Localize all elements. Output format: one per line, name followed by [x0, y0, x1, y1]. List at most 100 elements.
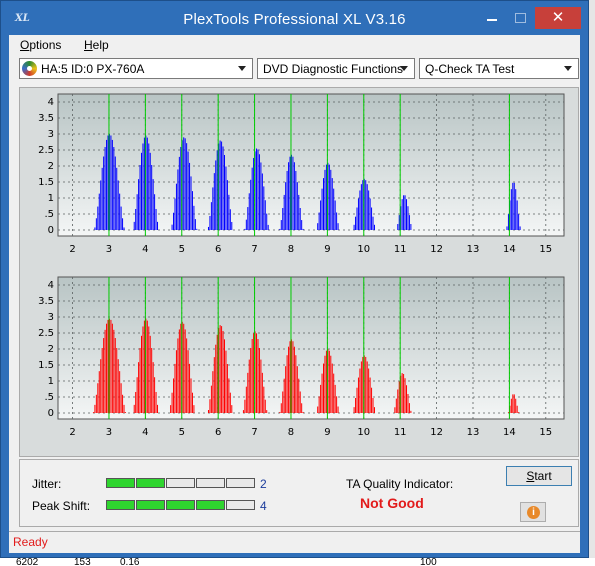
histogram-bar — [106, 139, 108, 230]
histogram-bar — [247, 372, 249, 413]
histogram-bar — [138, 179, 140, 230]
info-button[interactable]: i — [520, 502, 546, 522]
histogram-bar — [406, 199, 408, 230]
histogram-bar — [293, 346, 295, 413]
histogram-bar — [97, 206, 99, 230]
x-tick-label: 14 — [503, 427, 516, 438]
y-tick-label: 1.5 — [38, 177, 54, 188]
histogram-bar — [280, 220, 282, 230]
window-title: PlexTools Professional XL V3.16 — [183, 11, 406, 28]
histogram-bar — [140, 335, 142, 413]
histogram-bar — [184, 329, 186, 413]
y-tick-label: 2.5 — [38, 145, 54, 156]
histogram-bar — [193, 405, 195, 413]
histogram-bar — [244, 399, 246, 413]
histogram-bar — [301, 220, 303, 230]
histogram-bar — [148, 326, 150, 413]
histogram-bar — [328, 164, 330, 230]
function-select[interactable]: DVD Diagnostic Functions — [257, 58, 415, 79]
histogram-bar — [209, 399, 211, 413]
y-tick-label: 3 — [48, 312, 54, 323]
ta-quality-value: Not Good — [360, 495, 424, 511]
histogram-bar — [177, 338, 179, 413]
menu-help[interactable]: Help — [84, 38, 109, 52]
histogram-bar — [107, 319, 109, 413]
x-tick-label: 11 — [394, 427, 407, 438]
histogram-bar — [507, 412, 509, 413]
title-bar[interactable]: XL PlexTools Professional XL V3.16 ✕ — [1, 1, 588, 35]
histogram-bar — [170, 405, 172, 413]
histogram-bar — [282, 391, 284, 413]
x-tick-label: 9 — [324, 427, 330, 438]
histogram-bar — [286, 355, 288, 413]
y-tick-label: 1.5 — [38, 360, 54, 371]
histogram-bar — [296, 182, 298, 230]
charts-svg: 0.511.522.533.542 3 4 5 6 7 8 9 10 11 12 13 14 150.51… — [38, 93, 565, 438]
menu-help-accel: H — [84, 38, 93, 52]
histogram-bar — [283, 378, 285, 413]
histogram-bar — [357, 377, 359, 413]
histogram-bar — [173, 378, 175, 413]
menu-options[interactable]: Options — [20, 38, 61, 52]
peak-shift-label: Peak Shift: — [32, 499, 91, 513]
chevron-down-icon[interactable] — [238, 66, 246, 71]
plot-area — [57, 93, 565, 237]
chevron-down-icon[interactable] — [564, 66, 572, 71]
x-tick-label: 15 — [539, 427, 552, 438]
histogram-bar — [330, 355, 332, 413]
histogram-bar — [289, 341, 291, 413]
histogram-bar — [207, 226, 209, 230]
histogram-bar — [248, 359, 250, 413]
histogram-bar — [155, 208, 157, 230]
histogram-bar — [318, 212, 320, 230]
histogram-bar — [516, 200, 518, 230]
results-panel: Jitter: 2 Peak Shift: 4 TA Quality Indic… — [19, 459, 579, 527]
bg-cell: 100 — [420, 558, 437, 566]
jitter-value: 2 — [260, 477, 267, 491]
histogram-bar — [279, 411, 281, 413]
test-select[interactable]: Q-Check TA Test — [419, 58, 579, 79]
histogram-bar — [302, 411, 304, 413]
histogram-bar — [146, 137, 148, 230]
histogram-bar — [186, 143, 188, 230]
histogram-bar — [138, 362, 140, 413]
histogram-bar — [100, 359, 102, 413]
minimize-button[interactable] — [479, 7, 505, 29]
histogram-bar — [189, 162, 191, 230]
start-button[interactable]: Start — [506, 466, 572, 486]
histogram-bar — [280, 403, 282, 413]
x-tick-label: 2 — [69, 427, 75, 438]
histogram-bar — [410, 224, 412, 230]
histogram-bar — [104, 329, 106, 413]
histogram-bar — [295, 355, 297, 413]
histogram-bar — [190, 378, 192, 413]
histogram-bar — [191, 392, 193, 413]
maximize-button[interactable] — [507, 7, 533, 29]
histogram-bar — [209, 215, 211, 230]
drive-select[interactable]: HA:5 ID:0 PX-760A — [19, 58, 253, 79]
histogram-bar — [324, 169, 326, 230]
x-tick-label: 3 — [106, 427, 112, 438]
histogram-bar — [253, 157, 255, 230]
chart-top: 0 .5 1 1.5 2 2.5 3 3.5 4 2 3 4 5 6 7 8 9 10 11 12 13 14 15 — [38, 93, 565, 255]
histogram-bar — [318, 396, 320, 413]
histogram-bar — [149, 335, 151, 413]
histogram-bar — [154, 377, 156, 413]
x-tick-label: 6 — [215, 427, 221, 438]
histogram-bar — [320, 384, 322, 413]
histogram-bar — [250, 347, 252, 413]
histogram-bar — [180, 146, 182, 230]
histogram-bar — [210, 202, 212, 230]
x-tick-label: 10 — [357, 427, 370, 438]
chevron-down-icon[interactable] — [400, 66, 408, 71]
close-button[interactable]: ✕ — [535, 7, 581, 29]
histogram-bar — [107, 135, 109, 230]
histogram-bar — [225, 350, 227, 413]
info-icon: i — [527, 506, 540, 519]
histogram-bar — [103, 338, 105, 413]
histogram-bar — [174, 363, 176, 413]
histogram-bar — [136, 194, 138, 230]
histogram-bar — [258, 347, 260, 413]
histogram-bar — [292, 341, 294, 413]
histogram-bar — [263, 386, 265, 413]
